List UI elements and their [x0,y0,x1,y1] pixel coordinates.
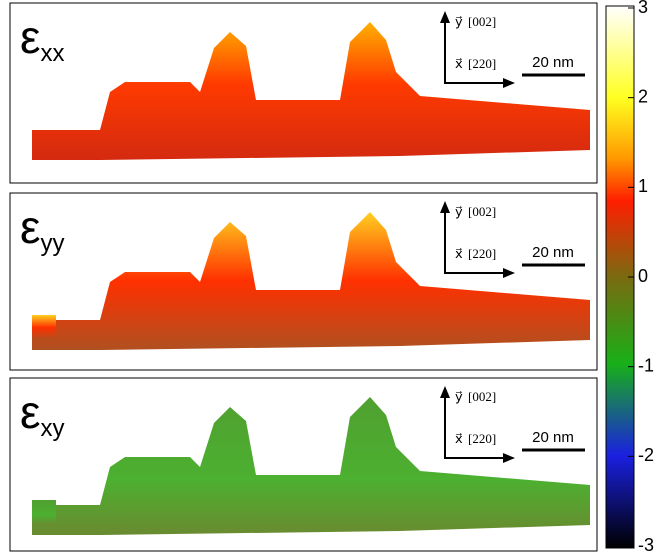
colorbar-tick-label: 3 [638,0,648,17]
x-vector: x⃗ [455,246,463,261]
panel-symbol: ε [20,11,41,63]
x-direction: [220] [468,246,496,261]
strain-map-fragment [32,315,56,340]
panel-label: εxy [20,386,65,442]
y-direction: [002] [468,204,496,219]
scale-bar-label: 20 nm [532,429,574,446]
y-vector: y⃗ [455,204,463,219]
panel-subscript: xx [41,40,65,67]
y-vector: y⃗ [455,14,463,29]
x-direction: [220] [468,56,496,71]
colorbar-tick-label: 1 [638,176,648,196]
colorbar-tick-label: -2 [638,445,654,465]
colorbar-tick-label: 2 [638,86,648,106]
colorbar-tick-label: -1 [638,355,654,375]
panel-label: εyy [20,201,65,257]
scale-bar-label: 20 nm [532,244,574,261]
x-arrowhead [503,453,515,463]
panel-label: εxx [20,11,65,67]
panel-symbol: ε [20,201,41,253]
panel-subscript: xy [41,415,65,442]
y-vector: y⃗ [455,389,463,404]
strain-map [32,212,590,350]
colorbar-tick-label: -3 [638,535,654,555]
colorbar-tick-label: 0 [638,266,648,286]
strain-map [32,397,590,535]
x-arrowhead [503,78,515,88]
x-vector: x⃗ [455,431,463,446]
strain-map-fragment [32,500,56,525]
y-direction: [002] [468,389,496,404]
y-direction: [002] [468,14,496,29]
scale-bar-label: 20 nm [532,54,574,71]
y-arrowhead [440,386,450,398]
y-arrowhead [440,201,450,213]
x-arrowhead [503,268,515,278]
panel-symbol: ε [20,386,41,438]
x-direction: [220] [468,431,496,446]
x-vector: x⃗ [455,56,463,71]
panel-subscript: yy [41,230,65,257]
y-arrowhead [440,11,450,23]
strain-map [32,22,590,160]
